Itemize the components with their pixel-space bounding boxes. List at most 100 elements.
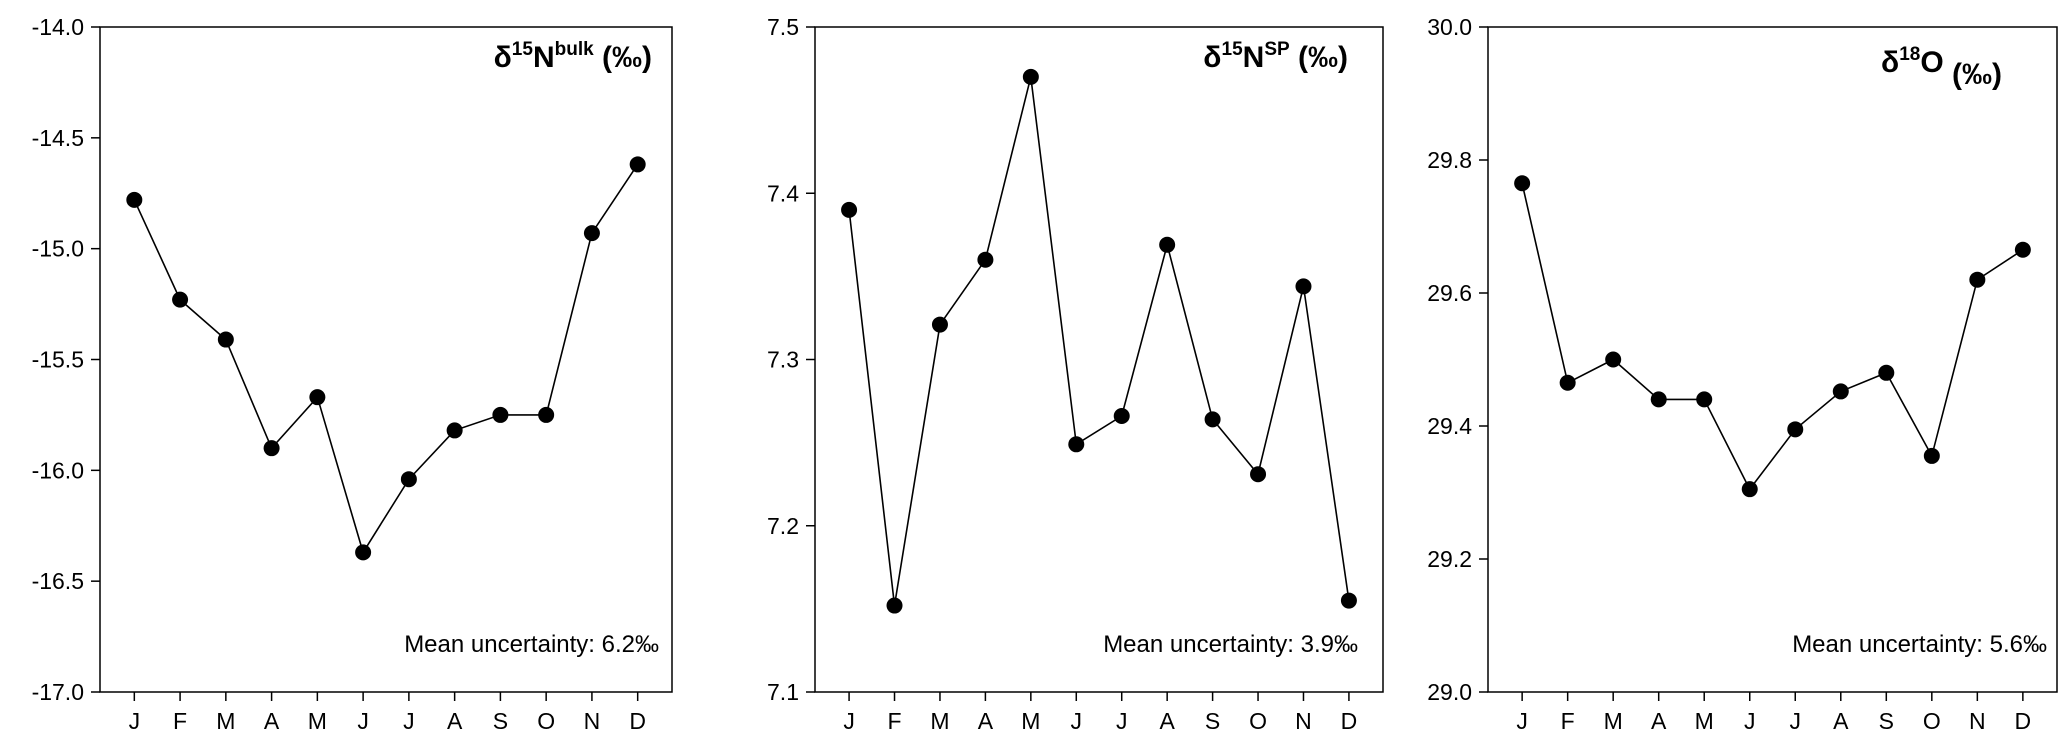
chart-2-y-tick-label: 7.3 (767, 347, 799, 373)
chart-1-y-tick-label: -14.5 (32, 125, 84, 151)
chart-1-data-point (263, 440, 280, 457)
chart-1-x-tick-label: O (537, 708, 555, 734)
chart-2-x-tick-label: J (1071, 708, 1083, 734)
chart-1-x-tick-label: J (129, 708, 141, 734)
chart-3-data-point (1696, 391, 1713, 408)
chart-2-x-tick-label: M (1021, 708, 1040, 734)
chart-2-x-tick-label: O (1249, 708, 1267, 734)
chart-1-x-tick-label: J (357, 708, 369, 734)
chart-3-title-part: 18 (1899, 44, 1920, 65)
chart-3-data-point (1878, 364, 1895, 381)
chart-1-x-tick-label: A (447, 708, 463, 734)
chart-1-series-line (133, 163, 639, 555)
chart-2-data-point (1159, 236, 1176, 253)
chart-1-y-tick-label: -15.0 (32, 236, 84, 262)
chart-1-x-tick-label: A (264, 708, 280, 734)
chart-2-x-tick-label: J (843, 708, 855, 734)
chart-3-data-point (1923, 447, 1940, 464)
chart-2-data-point (1113, 408, 1130, 425)
chart-2-y-tick-label: 7.4 (767, 180, 799, 206)
chart-3-title-part: O (1920, 46, 1943, 79)
chart-2-x-tick-label: D (1341, 708, 1358, 734)
chart-2-data-point (886, 597, 903, 614)
chart-1: -17.0 -16.5 -16.0 -15.5 -15.0 -14.5 -14.0 J F M A M… (32, 14, 673, 734)
chart-3-data-point (1559, 374, 1576, 391)
chart-3-data-point (1650, 391, 1667, 408)
chart-3-x-tick-label: S (1879, 708, 1894, 734)
chart-1-data-point (446, 422, 463, 439)
chart-1-data-point (355, 544, 372, 561)
chart-1-data-point (172, 291, 189, 308)
chart-3-title-part: (‰) (1944, 58, 2002, 91)
chart-2-data-point (1204, 411, 1221, 428)
chart-2-y-tick-label: 7.2 (767, 513, 799, 539)
chart-3-annotation: Mean uncertainty: 5.6‰ (1792, 631, 2047, 658)
chart-2-plot-frame (814, 26, 1384, 693)
chart-1-y-tick-label: -16.5 (32, 568, 84, 594)
chart-1-data-point (538, 406, 555, 423)
chart-3-x-tick-label: F (1561, 708, 1575, 734)
chart-3-x-tick-label: A (1833, 708, 1849, 734)
chart-3-x-tick-label: D (2015, 708, 2032, 734)
chart-1-data-point (126, 191, 143, 208)
chart-2-title-part: SP (1264, 39, 1290, 60)
chart-1-x-tick-label: D (629, 708, 646, 734)
chart-3-data-point (2014, 241, 2031, 258)
chart-2-data-point (1250, 466, 1267, 483)
chart-1-y-tick-label: -15.5 (32, 347, 84, 373)
chart-2-title-part: 15 (1222, 39, 1244, 60)
chart-1-x-tick-label: F (173, 708, 187, 734)
chart-2-data-point (841, 201, 858, 218)
chart-1-data-point (583, 225, 600, 242)
chart-2-title: δ15NSP (‰) (1203, 39, 1348, 74)
chart-3-x-tick-label: O (1923, 708, 1941, 734)
chart-1-title-part: (‰) (594, 41, 652, 74)
chart-2-title-part: N (1243, 41, 1265, 74)
chart-1-title-part: N (533, 41, 555, 74)
chart-1-data-point (217, 331, 234, 348)
chart-1-title-part: 15 (512, 39, 534, 60)
chart-2-data-point (977, 251, 994, 268)
chart-1-y-tick-label: -16.0 (32, 457, 84, 483)
chart-2-title-part: (‰) (1290, 41, 1348, 74)
chart-3: 29.029.229.429.629.830.0J F M A M J J A S O N Dδ18O… (1427, 14, 2058, 734)
chart-1-x-tick-label: N (584, 708, 601, 734)
chart-3-x-tick-label: N (1969, 708, 1986, 734)
chart-3-title: δ18O (‰) (1881, 44, 2002, 91)
chart-3-title-part: δ (1881, 46, 1899, 79)
chart-3-y-tick-label: 29.4 (1427, 413, 1472, 439)
chart-3-x-tick-label: J (1744, 708, 1756, 734)
chart-2-x-tick-label: M (930, 708, 949, 734)
chart-1-title-part: δ (494, 41, 512, 74)
chart-2-title-part: δ (1203, 41, 1221, 74)
chart-3-y-tick-label: 29.2 (1427, 546, 1472, 572)
chart-1-data-point (492, 406, 509, 423)
chart-2-x-tick-label: S (1205, 708, 1220, 734)
chart-2-data-point (1068, 436, 1085, 453)
chart-1-y-tick-label: -17.0 (32, 679, 84, 705)
chart-3-y-tick-label: 29.0 (1427, 679, 1472, 705)
chart-1-plot-frame (99, 26, 673, 693)
chart-1-data-point (629, 156, 646, 173)
chart-3-x-tick-label: M (1604, 708, 1623, 734)
chart-1-x-tick-label: M (308, 708, 327, 734)
chart-2-x-tick-label: N (1295, 708, 1312, 734)
chart-2-data-point (1022, 68, 1039, 85)
chart-3-x-tick-label: J (1516, 708, 1528, 734)
chart-3-series-line (1521, 183, 2024, 491)
chart-3-x-tick-label: J (1790, 708, 1802, 734)
chart-2-annotation: Mean uncertainty: 3.9‰ (1103, 631, 1358, 658)
chart-2-data-point (931, 316, 948, 333)
chart-1-annotation: Mean uncertainty: 6.2‰ (404, 631, 659, 658)
chart-3-x-tick-label: A (1651, 708, 1667, 734)
chart-1-data-point (400, 471, 417, 488)
chart-2-data-point (1295, 278, 1312, 295)
chart-1-title: δ15Nbulk (‰) (494, 39, 652, 74)
chart-3-y-tick-label: 29.6 (1427, 280, 1472, 306)
chart-2-x-tick-label: J (1116, 708, 1128, 734)
chart-1-title-part: bulk (555, 39, 594, 60)
chart-2-data-point (1340, 592, 1357, 609)
chart-3-data-point (1787, 421, 1804, 438)
